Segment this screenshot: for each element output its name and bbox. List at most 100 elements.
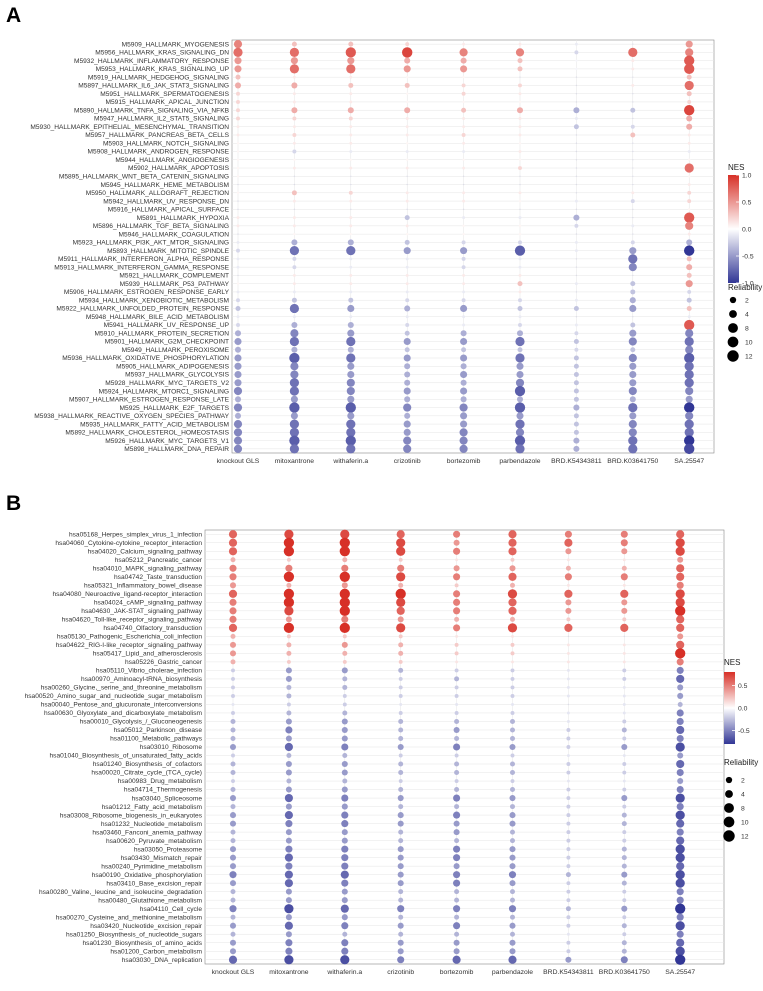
y-tick-label: M5941_HALLMARK_UV_RESPONSE_UP	[104, 322, 230, 329]
data-point	[286, 659, 291, 664]
data-point	[231, 703, 235, 706]
data-point	[293, 175, 296, 177]
data-point	[349, 100, 353, 104]
data-point	[515, 336, 525, 347]
data-point	[289, 47, 300, 57]
data-point	[453, 624, 461, 632]
data-point	[403, 428, 411, 436]
data-point	[233, 47, 243, 57]
data-point	[230, 914, 236, 920]
data-point	[566, 677, 570, 681]
nes-tick-label: -1.0	[742, 280, 754, 287]
data-point	[230, 829, 236, 835]
data-point	[398, 736, 404, 741]
data-point	[622, 651, 626, 655]
data-point	[509, 846, 516, 853]
y-tick-label: M5911_HALLMARK_INTERFERON_ALPHA_RESPONSE	[58, 256, 230, 263]
data-point	[345, 402, 356, 413]
data-point	[231, 711, 235, 715]
data-point	[289, 352, 300, 364]
data-point	[677, 633, 684, 640]
data-point	[677, 684, 684, 691]
data-point	[510, 804, 515, 810]
nes-tick-label: -0.5	[738, 728, 750, 735]
data-point	[566, 949, 571, 954]
data-point	[676, 930, 684, 938]
data-point	[406, 76, 409, 79]
data-point	[622, 754, 626, 757]
data-point	[285, 667, 292, 674]
data-point	[510, 889, 515, 895]
data-point	[510, 642, 515, 647]
data-point	[684, 105, 695, 116]
reliability-key-dot	[728, 323, 738, 333]
data-point	[461, 133, 466, 137]
data-point	[341, 794, 349, 802]
y-tick-label: M5922_HALLMARK_UNFOLDED_PROTEIN_RESPONSE	[56, 306, 229, 313]
data-point	[510, 693, 515, 698]
nes-tick-label: 0.0	[742, 226, 752, 233]
data-point	[292, 256, 297, 261]
data-point	[341, 914, 348, 921]
data-point	[622, 932, 627, 937]
data-point	[284, 904, 294, 914]
data-point	[230, 931, 236, 937]
data-point	[341, 760, 348, 768]
data-point	[676, 572, 685, 581]
data-point	[454, 685, 459, 690]
data-point	[397, 956, 405, 964]
data-point	[676, 785, 684, 794]
data-point	[346, 353, 356, 363]
data-point	[462, 76, 465, 79]
y-tick-label: hsa03460_Fanconi_anemia_pathway	[92, 829, 202, 836]
data-point	[233, 403, 243, 412]
data-point	[510, 651, 515, 656]
data-point	[686, 74, 692, 80]
data-point	[566, 720, 570, 723]
data-point	[632, 101, 634, 103]
data-point	[685, 345, 694, 354]
data-point	[403, 247, 411, 255]
reliability-key-label: 12	[741, 833, 749, 840]
data-point	[397, 812, 404, 819]
data-point	[686, 256, 692, 262]
data-point	[460, 412, 468, 420]
data-point	[676, 615, 685, 624]
data-point	[622, 898, 627, 903]
y-tick-label: hsa03040_Spliceosome	[132, 795, 203, 802]
data-point	[453, 905, 461, 913]
data-point	[517, 305, 523, 311]
data-point	[453, 863, 460, 870]
data-point	[454, 761, 460, 767]
data-point	[229, 854, 237, 861]
data-point	[574, 199, 578, 203]
data-point	[289, 246, 300, 256]
data-point	[453, 879, 461, 887]
data-point	[398, 889, 404, 895]
data-point	[285, 718, 292, 725]
data-point	[622, 703, 626, 706]
data-point	[573, 305, 579, 311]
panel-b-points	[228, 529, 686, 965]
data-point	[398, 685, 403, 690]
data-point	[684, 80, 694, 91]
data-point	[622, 719, 627, 724]
data-point	[621, 821, 627, 827]
data-point	[574, 282, 578, 286]
data-point	[341, 726, 348, 734]
data-point	[510, 711, 515, 715]
data-point	[684, 419, 694, 429]
data-point	[230, 787, 236, 793]
data-point	[285, 837, 292, 844]
data-point	[405, 191, 409, 195]
data-point	[289, 64, 300, 74]
data-point	[406, 100, 409, 104]
y-tick-label: hsa05212_Pancreatic_cancer	[115, 557, 203, 564]
data-point	[341, 845, 349, 853]
panel-a-reliability-keys: 2 4 8 10 12	[727, 296, 753, 362]
data-point	[514, 435, 526, 446]
data-point	[342, 650, 348, 656]
data-point	[518, 224, 522, 228]
y-tick-label: M5897_HALLMARK_IL6_JAK_STAT3_SIGNALING	[78, 83, 229, 90]
data-point	[566, 855, 571, 860]
